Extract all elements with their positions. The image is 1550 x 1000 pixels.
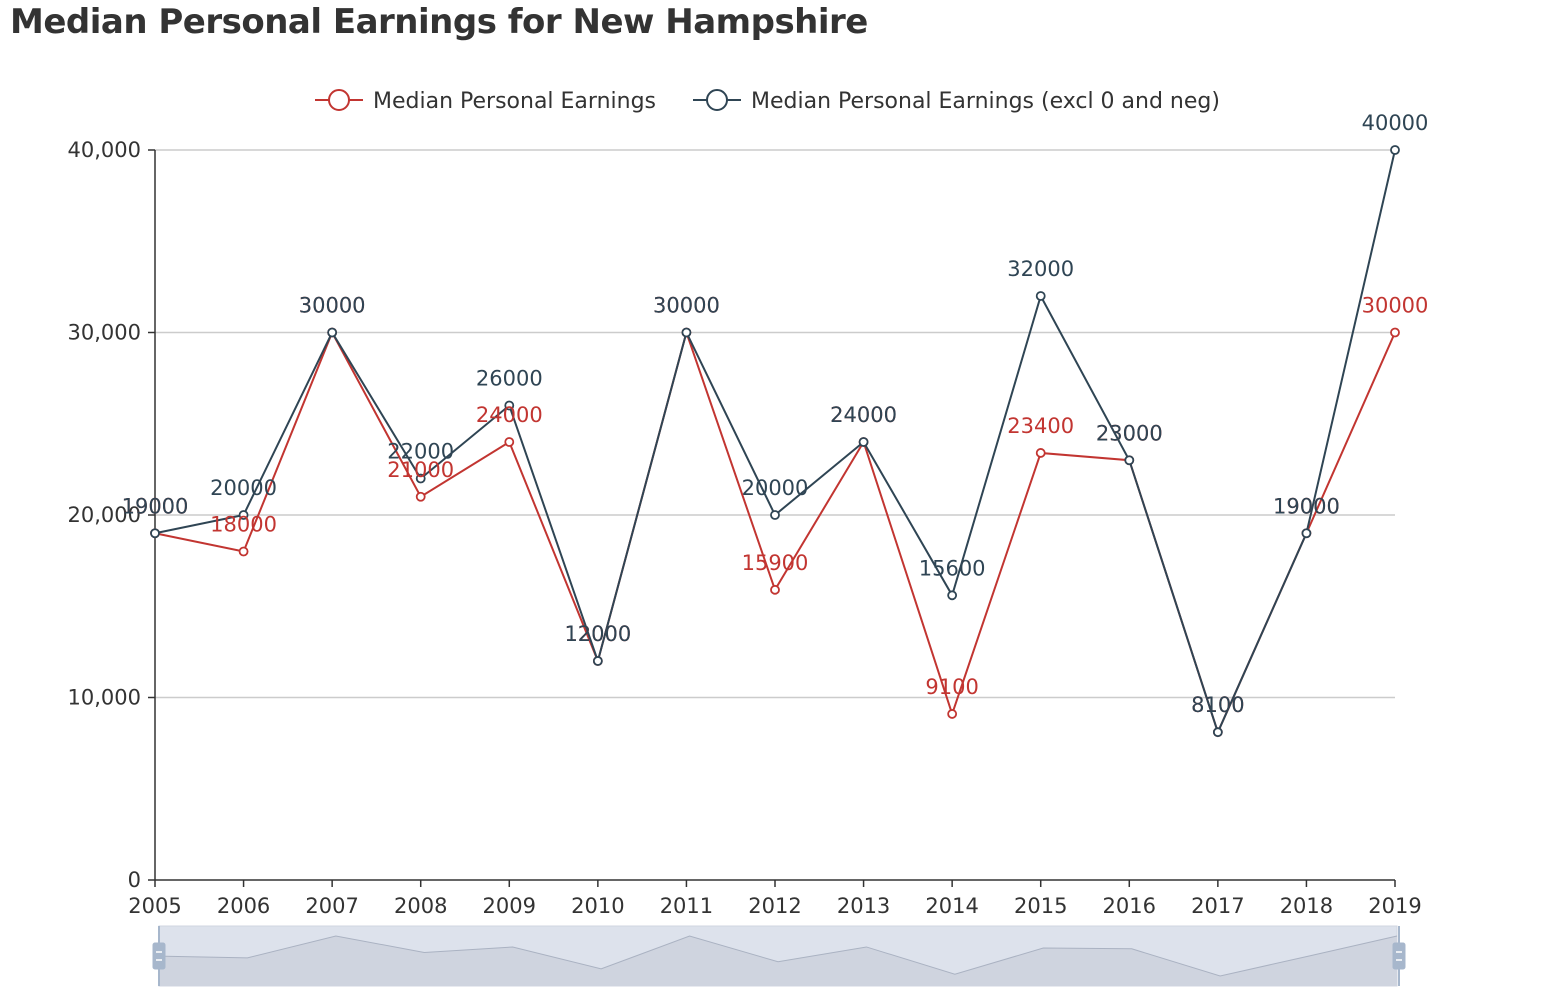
data-point[interactable]	[150, 528, 160, 539]
data-point[interactable]	[1301, 528, 1312, 539]
data-point[interactable]	[1390, 145, 1400, 155]
data-label: 12000	[564, 622, 631, 646]
data-label: 19000	[122, 494, 189, 518]
data-label: 12000	[564, 622, 631, 646]
data-zoom-left-handle[interactable]	[152, 942, 166, 970]
y-tick-label: 40,000	[68, 138, 141, 162]
x-tick-label: 2012	[748, 894, 801, 918]
data-label: 23000	[1096, 421, 1163, 445]
data-label: 24000	[476, 403, 543, 427]
data-point[interactable]	[238, 510, 249, 520]
chart-title: Median Personal Earnings for New Hampshi…	[10, 2, 868, 42]
data-label: 8100	[1191, 693, 1244, 717]
data-label: 15900	[742, 551, 809, 575]
x-axis-ticks: 2005 2006 2007 2008 2009 2010 2011 2012 2013 2014…	[128, 880, 1422, 918]
data-zoom-slider	[152, 925, 1406, 987]
data-point[interactable]	[1212, 727, 1223, 738]
data-point[interactable]	[1124, 455, 1135, 466]
data-point[interactable]	[415, 491, 426, 502]
data-point[interactable]	[770, 584, 780, 595]
data-label: 19000	[122, 494, 189, 518]
x-tick-label: 2008	[394, 894, 447, 918]
gridlines	[155, 149, 1395, 699]
data-label: 30000	[1362, 294, 1429, 318]
data-point[interactable]	[592, 656, 603, 666]
x-tick-label: 2015	[1014, 894, 1067, 918]
data-label: 40000	[1362, 111, 1429, 135]
x-tick-label: 2016	[1103, 894, 1156, 918]
legend-item-1[interactable]: Median Personal Earnings (excl 0 and neg…	[751, 89, 1220, 114]
x-tick-label: 2010	[571, 894, 624, 918]
data-point[interactable]	[415, 473, 426, 484]
data-point[interactable]	[1035, 448, 1046, 458]
x-tick-label: 2014	[925, 894, 978, 918]
data-label: 30000	[653, 294, 720, 318]
x-tick-label: 2011	[660, 894, 713, 918]
x-tick-label: 2017	[1191, 894, 1244, 918]
data-point[interactable]	[947, 709, 958, 719]
data-point[interactable]	[858, 437, 869, 447]
data-zoom-right-handle[interactable]	[1392, 942, 1406, 970]
x-tick-label: 2018	[1280, 894, 1333, 918]
x-tick-label: 2006	[217, 894, 270, 918]
legend-item-0[interactable]: Median Personal Earnings	[373, 89, 656, 114]
x-tick-label: 2009	[483, 894, 536, 918]
series-line-1	[154, 149, 1396, 735]
data-label: 8100	[1191, 693, 1244, 717]
data-zoom-preview-line	[158, 935, 1398, 977]
data-label: 23000	[1096, 421, 1163, 445]
data-label: 24000	[830, 403, 897, 427]
data-point[interactable]	[504, 400, 515, 411]
legend-marker-1	[706, 89, 728, 111]
data-point[interactable]	[770, 510, 780, 520]
data-point[interactable]	[681, 327, 692, 338]
y-axis-ticks: 0 10,000 20,000 30,000 40,000	[68, 138, 155, 892]
data-label: 30000	[299, 294, 366, 318]
data-point[interactable]	[327, 327, 338, 338]
legend-marker-0	[328, 89, 350, 111]
data-label: 30000	[299, 294, 366, 318]
data-point[interactable]	[1035, 291, 1046, 301]
y-tick-label: 30,000	[68, 321, 141, 345]
x-tick-label: 2005	[128, 894, 181, 918]
data-point[interactable]	[1390, 327, 1400, 338]
data-label: 24000	[830, 403, 897, 427]
data-label: 19000	[1273, 494, 1340, 518]
data-label: 20000	[210, 476, 277, 500]
data-point[interactable]	[238, 546, 249, 557]
y-tick-label: 10,000	[68, 686, 141, 710]
series-lines	[150, 145, 1400, 738]
data-label: 23400	[1007, 414, 1074, 438]
x-tick-label: 2007	[305, 894, 358, 918]
data-label: 15600	[919, 556, 986, 580]
data-point[interactable]	[504, 437, 515, 447]
data-label: 21000	[387, 458, 454, 482]
data-label: 18000	[210, 513, 277, 537]
data-label: 19000	[1273, 494, 1340, 518]
data-label: 22000	[387, 440, 454, 464]
legend: Median Personal Earnings Median Personal …	[315, 89, 1220, 114]
data-label: 26000	[476, 367, 543, 391]
data-point[interactable]	[947, 590, 958, 601]
data-label: 20000	[742, 476, 809, 500]
data-label: 30000	[653, 294, 720, 318]
y-tick-label: 20,000	[68, 503, 141, 527]
series-line-0	[154, 329, 1396, 735]
data-labels: 19000 18000 30000 21000 24000 12000 30000 15900…	[122, 111, 1429, 717]
x-tick-label: 2019	[1368, 894, 1421, 918]
data-label: 32000	[1007, 257, 1074, 281]
data-label: 9100	[925, 675, 978, 699]
x-tick-label: 2013	[837, 894, 890, 918]
y-tick-label: 0	[128, 868, 141, 892]
